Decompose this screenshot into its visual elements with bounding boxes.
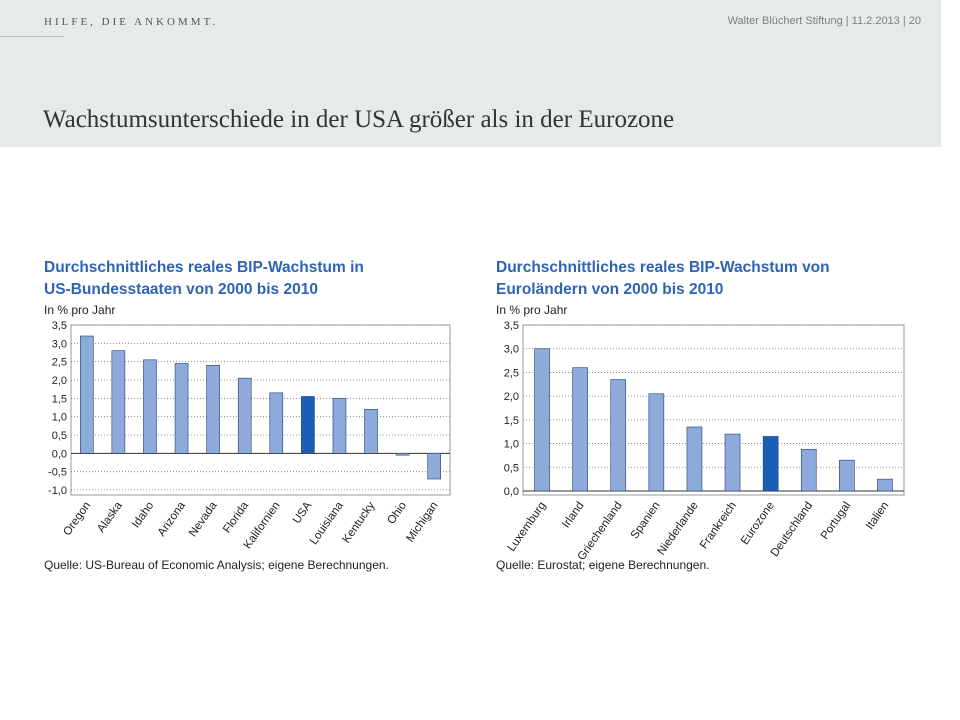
chart-left-category-label: Florida <box>221 499 251 535</box>
chart-left-title-line2: US-Bundesstaaten von 2000 bis 2010 <box>44 281 318 298</box>
chart-left-title-line1: Durchschnittliches reales BIP-Wachstum i… <box>44 259 364 276</box>
chart-left-source: Quelle: US-Bureau of Economic Analysis; … <box>44 558 389 572</box>
chart-left-ytick-label: 1,5 <box>52 393 67 405</box>
chart-left-ytick-label: 2,5 <box>52 357 67 369</box>
brand-logo: HILFE, DIE ANKOMMT. <box>44 16 219 28</box>
chart-left-bar-kentucky <box>364 409 378 454</box>
chart-left-bar-louisiana <box>332 398 347 454</box>
chart-left-ytick-label: 3,5 <box>52 320 67 332</box>
chart-left-category-label: Alaska <box>95 499 125 535</box>
slide-meta: Walter Blüchert Stiftung | 11.2.2013 | 2… <box>727 15 921 27</box>
chart-right-bar-luxemburg <box>534 348 550 492</box>
chart-left-bar-arizona <box>174 363 189 454</box>
chart-left-bar-oregon <box>79 335 94 454</box>
chart-right-title-line1: Durchschnittliches reales BIP-Wachstum v… <box>496 259 830 276</box>
brand-divider <box>0 36 64 37</box>
chart-left-unit: In % pro Jahr <box>44 303 116 317</box>
chart-left-category-label: USA <box>291 500 315 527</box>
chart-right-bar-deutschland <box>800 448 817 492</box>
chart-left-category-label: Oregon <box>61 500 93 538</box>
chart-right-category-label: Irland <box>560 500 586 530</box>
chart-right-bar-niederlande <box>686 426 703 492</box>
chart-left-ytick-label: 0,0 <box>52 448 67 460</box>
chart-right-source: Quelle: Eurostat; eigene Berechnungen. <box>496 558 710 572</box>
chart-right-bar-griechenland <box>610 379 627 492</box>
chart-left-bar-kalifornien <box>269 392 284 454</box>
chart-right-category-label: Eurozone <box>739 500 777 547</box>
chart-left-bar-usa <box>301 396 315 454</box>
chart-left-category-label: Ohio <box>385 500 409 527</box>
chart-left-bar-michigan <box>427 453 442 480</box>
chart-left-title: Durchschnittliches reales BIP-Wachstum i… <box>44 257 364 301</box>
chart-right-ytick-label: 0,0 <box>504 486 519 498</box>
chart-left-ytick-label: 1,0 <box>52 412 67 424</box>
chart-right-unit: In % pro Jahr <box>496 303 568 317</box>
chart-right-title-line2: Euroländern von 2000 bis 2010 <box>496 281 724 298</box>
chart-left-ytick-label: -0,5 <box>48 467 67 479</box>
chart-right-category-label: Portugal <box>819 500 853 542</box>
chart-right-category-label: Niederlande <box>656 500 701 558</box>
page-title: Wachstumsunterschiede in der USA größer … <box>43 106 675 133</box>
chart-right-bar-italien <box>877 478 893 492</box>
chart-left-category-label: Idaho <box>130 500 156 530</box>
chart-right-bar-spanien <box>648 393 665 492</box>
chart-left-category-label: Kentucky <box>341 500 378 546</box>
chart-right-ytick-label: 0,5 <box>504 462 519 474</box>
chart-left-bar-nevada <box>206 365 220 454</box>
chart-right-ytick-label: 3,0 <box>504 344 519 356</box>
chart-left-bar-alaska <box>111 350 126 454</box>
chart-right-ytick-label: 3,5 <box>504 320 519 332</box>
chart-left-ytick-label: -1,0 <box>48 485 67 497</box>
chart-right-bar-eurozone <box>762 436 779 492</box>
chart-right-ytick-label: 1,0 <box>504 439 519 451</box>
chart-right-category-label: Luxemburg <box>506 500 549 554</box>
chart-left-bar-florida <box>237 377 252 454</box>
chart-left-ytick-label: 3,0 <box>52 338 67 350</box>
chart-right-title: Durchschnittliches reales BIP-Wachstum v… <box>496 257 830 301</box>
chart-left-category-label: Arizona <box>156 499 189 538</box>
chart-left-ytick-label: 0,5 <box>52 430 67 442</box>
header-band: HILFE, DIE ANKOMMT. Walter Blüchert Stif… <box>0 0 941 147</box>
chart-left-category-label: Michigan <box>404 500 440 545</box>
chart-left-frame <box>70 324 451 496</box>
chart-right-bar-frankreich <box>724 433 741 492</box>
chart-right-ytick-label: 2,5 <box>504 367 519 379</box>
chart-right-category-label: Italien <box>864 500 891 532</box>
chart-left-category-label: Nevada <box>187 499 220 539</box>
chart-left-ytick-label: 2,0 <box>52 375 67 387</box>
chart-right-category-label: Spanien <box>629 500 663 541</box>
chart-right-ytick-label: 2,0 <box>504 391 519 403</box>
chart-left-bar-ohio <box>395 453 410 456</box>
chart-left-bar-idaho <box>143 359 157 454</box>
chart-right-ytick-label: 1,5 <box>504 415 519 427</box>
chart-right-category-label: Frankreich <box>698 500 739 551</box>
chart-right-bar-irland <box>572 367 588 492</box>
chart-right-frame <box>522 324 905 496</box>
chart-right-bar-portugal <box>839 459 855 492</box>
